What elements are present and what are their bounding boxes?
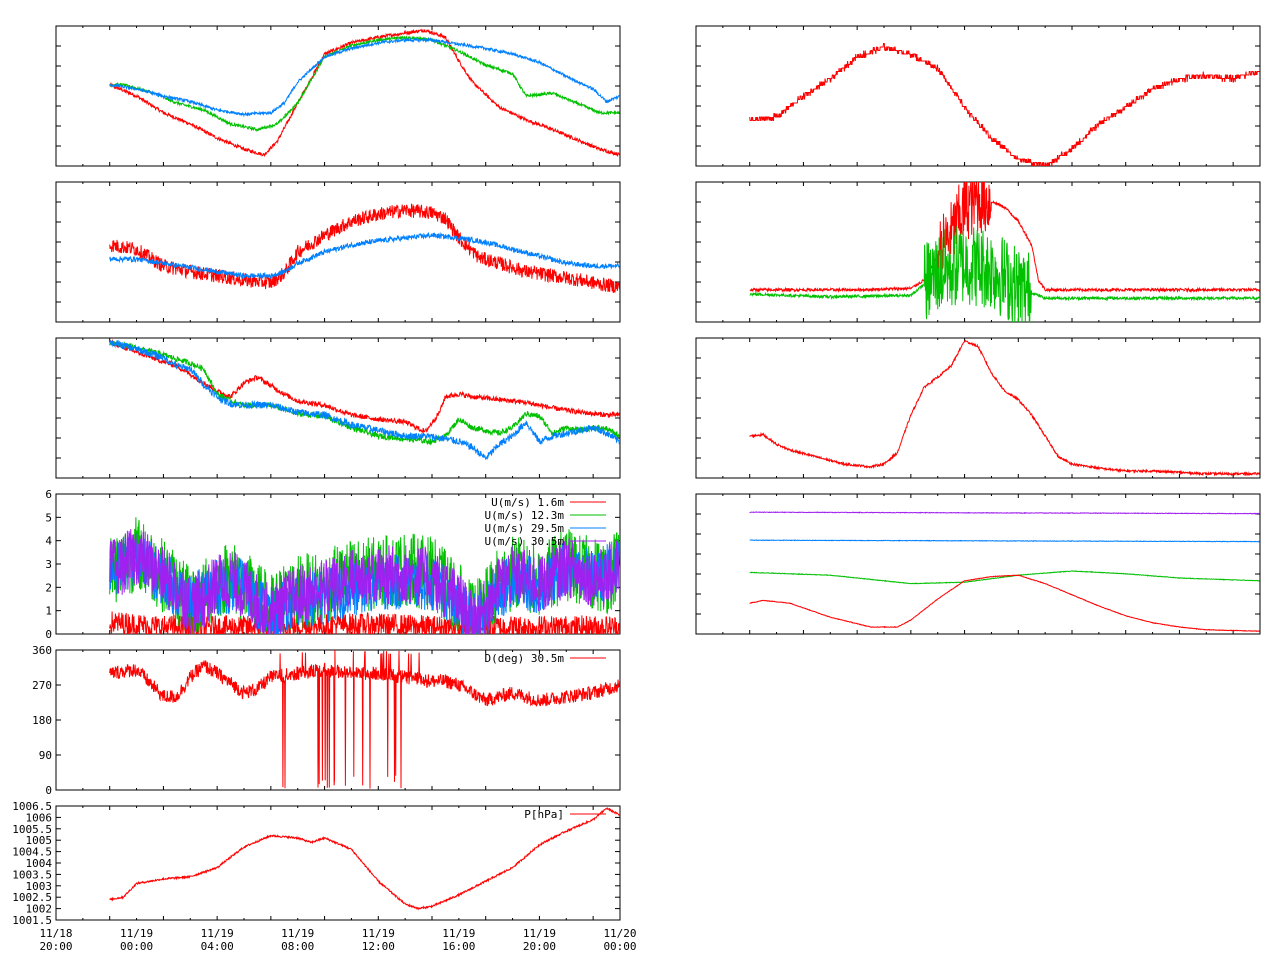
y-tick-label: 1005.5 (12, 823, 52, 836)
x-tick-label-time: 08:00 (281, 940, 314, 953)
y-tick-label: 0 (45, 628, 52, 641)
series-line (109, 339, 620, 460)
x-tick-label-date: 11/20 (603, 927, 636, 940)
series-line (109, 35, 620, 133)
series-line (109, 338, 620, 433)
legend-label: U(m/s) 12.3m (485, 509, 565, 522)
x-tick-label-date: 11/19 (201, 927, 234, 940)
series-line (749, 339, 1260, 477)
chart-panel-r3 (695, 337, 1261, 479)
y-tick-label: 3 (45, 558, 52, 571)
x-tick-label-time: 16:00 (442, 940, 475, 953)
x-tick-label-time: 00:00 (120, 940, 153, 953)
legend-label: P[hPa] (524, 808, 564, 821)
series-line (109, 203, 620, 294)
chart-panel-r4 (695, 493, 1261, 635)
x-tick-label-date: 11/19 (523, 927, 556, 940)
plot-frame (695, 493, 1261, 635)
x-tick-label-time: 04:00 (201, 940, 234, 953)
series-line (109, 529, 620, 634)
x-tick-label-time: 12:00 (362, 940, 395, 953)
series-line (749, 574, 1260, 633)
series-line (749, 511, 1260, 515)
series-line (109, 37, 620, 118)
series-line (109, 28, 620, 158)
legend-label: U(m/s) 29.5m (485, 522, 565, 535)
series-line (749, 43, 1260, 166)
y-tick-label: 1003 (26, 880, 53, 893)
y-tick-label: 1002 (26, 903, 53, 916)
chart-panel-l6: 1001.510021002.510031003.510041004.51005… (12, 800, 621, 927)
chart-panel-r1 (695, 25, 1261, 167)
y-tick-label: 180 (32, 714, 52, 727)
y-tick-label: 1004 (26, 857, 53, 870)
chart-panel-r2 (695, 181, 1261, 323)
y-tick-label: 1005 (26, 834, 53, 847)
series-line (749, 570, 1260, 585)
y-tick-label: 1006.5 (12, 800, 52, 813)
y-tick-label: 1006 (26, 811, 53, 824)
chart-panel-l3 (55, 337, 621, 479)
chart-panel-l4: 0 1 2 3 4 5 6 U(m/s) 1.6mU(m/s) 12.3mU(m/s) 29.… (45, 488, 621, 641)
chart-panel-l2 (55, 181, 621, 323)
series-line (109, 231, 620, 280)
series-line (749, 182, 1260, 294)
series-line (109, 650, 620, 789)
y-tick-label: 1004.5 (12, 846, 52, 859)
y-tick-label: 0 (45, 784, 52, 797)
x-tick-label-time: 20:00 (523, 940, 556, 953)
series-line (109, 340, 620, 446)
plot-frame (55, 337, 621, 479)
legend-label: D(deg) 30.5m (485, 652, 565, 665)
y-tick-label: 2 (45, 581, 52, 594)
x-tick-label-date: 11/19 (362, 927, 395, 940)
plot-frame (55, 181, 621, 323)
y-tick-label: 5 (45, 511, 52, 524)
x-tick-label-date: 11/19 (120, 927, 153, 940)
y-tick-label: 1 (45, 605, 52, 618)
legend-label: U(m/s) 1.6m (491, 496, 564, 509)
series-line (109, 806, 620, 911)
y-tick-label: 270 (32, 679, 52, 692)
y-tick-label: 1001.5 (12, 914, 52, 927)
y-tick-label: 1002.5 (12, 891, 52, 904)
y-tick-label: 4 (45, 535, 52, 548)
y-tick-label: 360 (32, 644, 52, 657)
legend-label: U(m/s) 30.5m (485, 535, 565, 548)
plot-frame (55, 805, 621, 921)
chart-panel-l5: 0 90 180 270 360 D(deg) 30.5m (32, 644, 621, 797)
y-tick-label: 90 (39, 749, 52, 762)
plot-frame (695, 25, 1261, 167)
x-tick-label-time: 20:00 (39, 940, 72, 953)
y-tick-label: 6 (45, 488, 52, 501)
plot-frame (695, 337, 1261, 479)
chart-panel-l1 (55, 25, 621, 167)
x-tick-label-date: 11/18 (39, 927, 72, 940)
x-tick-label-date: 11/19 (442, 927, 475, 940)
x-tick-label-time: 00:00 (603, 940, 636, 953)
y-tick-label: 1003.5 (12, 868, 52, 881)
x-tick-label-date: 11/19 (281, 927, 314, 940)
series-line (749, 539, 1260, 543)
series-line (749, 226, 1260, 322)
